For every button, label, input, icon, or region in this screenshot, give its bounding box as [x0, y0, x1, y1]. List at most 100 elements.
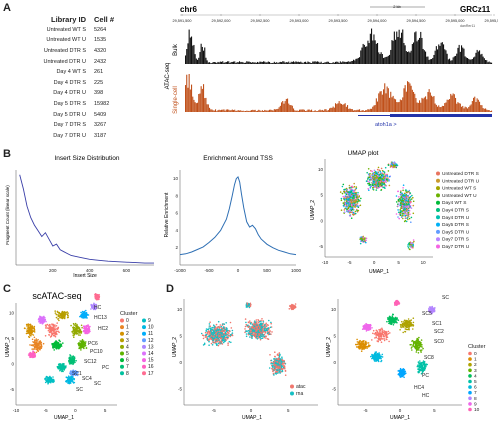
data-point	[40, 347, 43, 349]
data-point	[41, 346, 43, 348]
data-point	[371, 170, 373, 173]
y-tick-label: 6	[175, 211, 178, 216]
legend-label: Untreated WT S	[442, 186, 476, 192]
library-row: Day 7 DTR U 3187	[12, 131, 162, 142]
data-point	[380, 174, 383, 177]
x-tick-label: 600	[123, 268, 131, 273]
signal-bar	[186, 48, 188, 64]
data-point	[261, 318, 263, 320]
legend-marker	[142, 364, 146, 369]
data-point	[85, 332, 87, 335]
signal-bar	[260, 111, 262, 112]
data-point	[399, 197, 401, 200]
data-point	[53, 332, 55, 334]
data-point	[223, 330, 226, 333]
data-point	[67, 380, 70, 383]
data-point	[412, 243, 414, 246]
data-point	[223, 329, 226, 331]
data-point	[351, 188, 353, 191]
signal-bar	[386, 86, 388, 112]
signal-bar	[248, 111, 250, 112]
data-point	[345, 206, 347, 208]
data-point	[95, 295, 98, 297]
data-point	[348, 184, 351, 187]
signal-bar	[429, 92, 431, 112]
data-point	[75, 324, 77, 327]
data-point	[43, 316, 45, 319]
signal-bar	[229, 110, 231, 112]
data-point	[265, 335, 267, 338]
signal-bar	[416, 102, 418, 112]
signal-bar	[354, 110, 356, 112]
data-point	[58, 344, 60, 346]
legend-label: 16	[148, 364, 154, 370]
data-point	[63, 366, 65, 369]
data-point	[72, 332, 74, 335]
data-point	[258, 331, 260, 334]
signal-bar	[359, 109, 361, 112]
data-point	[407, 218, 409, 221]
signal-bar	[315, 61, 317, 64]
data-point	[263, 333, 266, 336]
signal-bar	[404, 45, 406, 64]
signal-bar	[282, 61, 284, 64]
data-point	[86, 313, 89, 316]
data-point	[33, 325, 36, 328]
legend-marker	[120, 358, 124, 363]
signal-bar	[488, 61, 490, 64]
signal-bar	[285, 98, 287, 112]
data-point	[40, 320, 43, 322]
data-point	[60, 368, 63, 370]
data-point	[207, 339, 210, 342]
signal-bar	[351, 109, 353, 112]
single-cell-track	[185, 74, 493, 112]
signal-bar	[228, 109, 230, 112]
data-point	[400, 193, 402, 195]
data-point	[215, 339, 218, 341]
data-point	[231, 334, 233, 336]
data-point	[365, 237, 368, 240]
data-point	[65, 381, 68, 383]
signal-bar	[445, 50, 447, 64]
data-point	[25, 332, 28, 335]
data-point	[36, 347, 39, 349]
data-point	[408, 189, 411, 192]
data-point	[58, 319, 60, 322]
signal-bar	[348, 61, 350, 64]
umap-points	[339, 161, 415, 251]
data-point	[211, 336, 214, 339]
data-point	[34, 339, 36, 341]
data-point	[218, 339, 221, 341]
library-row: Day 5 DTR S 15982	[12, 99, 162, 110]
data-point	[351, 195, 353, 197]
data-point	[69, 371, 72, 373]
signal-bar	[259, 110, 261, 112]
data-point	[217, 320, 220, 323]
signal-bar	[397, 102, 399, 112]
data-point	[55, 341, 57, 344]
data-point	[205, 328, 208, 330]
data-point	[342, 202, 345, 204]
data-point	[403, 209, 405, 211]
signal-bar	[321, 63, 323, 64]
library-row: Day 4 WT S 261	[12, 67, 162, 78]
signal-bar	[354, 60, 356, 64]
data-point	[41, 317, 44, 319]
signal-bar	[474, 96, 476, 112]
library-row: Untreated DTR S 4320	[12, 46, 162, 57]
signal-bar	[301, 62, 303, 64]
data-point	[83, 329, 85, 332]
data-point	[54, 331, 57, 334]
signal-bar	[297, 110, 299, 112]
signal-bar	[386, 56, 388, 64]
signal-bar	[303, 61, 305, 64]
data-point	[341, 185, 344, 188]
y-tick-label: 0	[320, 218, 323, 223]
data-point	[219, 340, 221, 343]
signal-bar	[291, 105, 293, 112]
data-point	[80, 340, 83, 342]
signal-bar	[293, 61, 295, 64]
data-point	[400, 195, 403, 198]
data-point	[368, 181, 371, 183]
